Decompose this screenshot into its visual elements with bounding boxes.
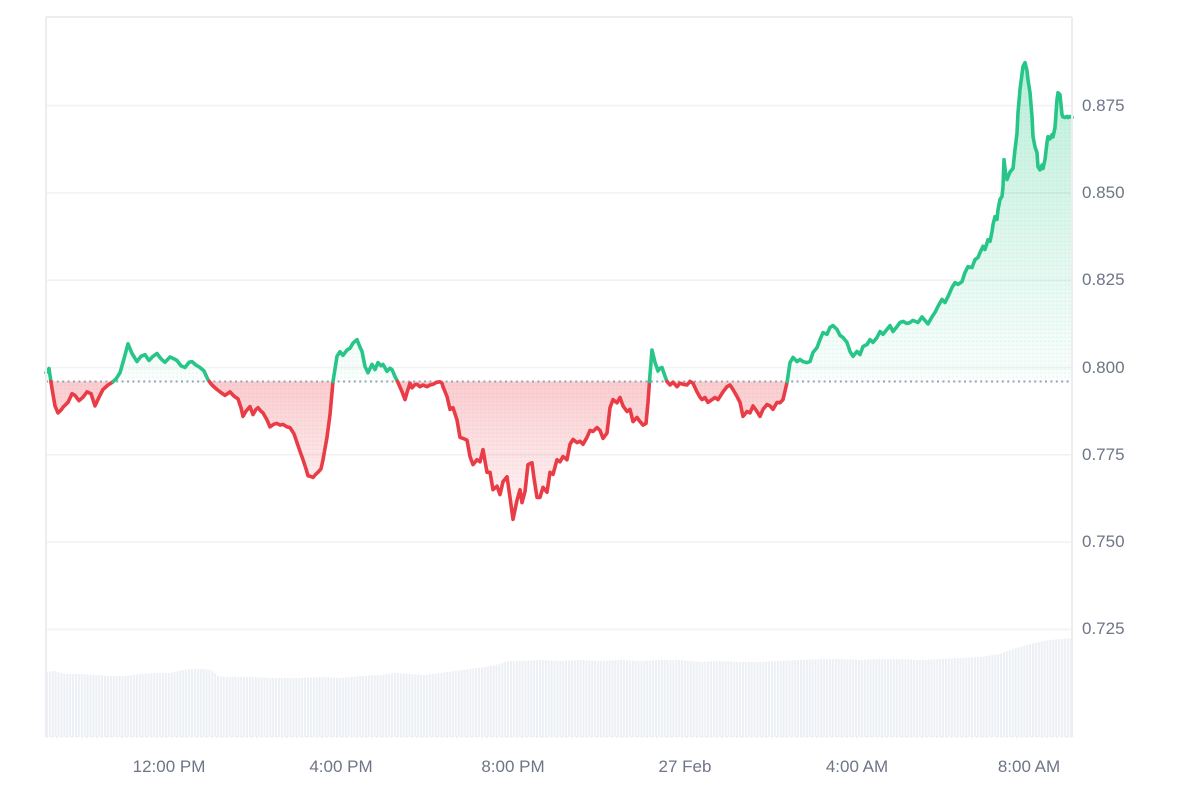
x-axis-tick-label: 4:00 AM <box>825 757 889 776</box>
y-axis-tick-label: 0.725 <box>1082 619 1125 638</box>
x-axis-tick-label: 8:00 AM <box>997 757 1061 776</box>
y-axis-tick-label: 0.750 <box>1082 532 1125 551</box>
y-axis-tick-label: 0.775 <box>1082 445 1125 464</box>
y-axis-tick-label: 0.875 <box>1082 96 1125 115</box>
y-axis-tick-label: 0.850 <box>1082 183 1125 202</box>
x-axis-tick-label: 27 Feb <box>658 757 712 776</box>
x-axis-tick-label: 4:00 PM <box>309 757 373 776</box>
x-axis-tick-label: 8:00 PM <box>481 757 545 776</box>
y-axis-tick-label: 0.800 <box>1082 358 1125 377</box>
y-axis-tick-label: 0.825 <box>1082 270 1125 289</box>
x-axis-tick-label: 12:00 PM <box>132 757 206 776</box>
